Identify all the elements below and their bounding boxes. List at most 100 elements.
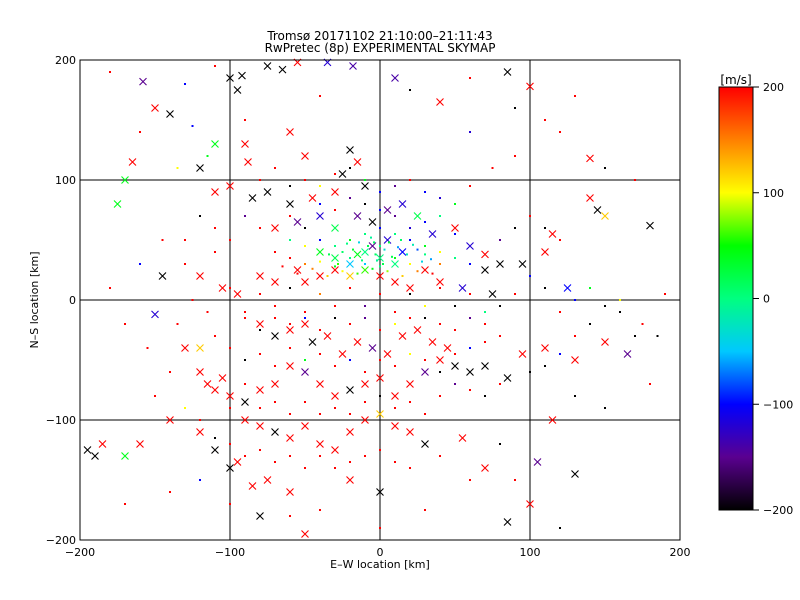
data-point-dot bbox=[304, 317, 306, 319]
data-point-dot bbox=[349, 167, 351, 169]
data-point-cross bbox=[218, 284, 227, 292]
data-point-dot bbox=[214, 227, 216, 229]
data-point-cross bbox=[238, 71, 246, 80]
data-point-dot bbox=[319, 455, 321, 457]
data-point-dot bbox=[469, 347, 471, 349]
data-point-dot bbox=[379, 209, 381, 211]
data-point-dot bbox=[409, 317, 411, 319]
data-point-dot bbox=[604, 167, 606, 169]
data-point-dot bbox=[499, 443, 501, 445]
data-point-dot bbox=[334, 365, 336, 367]
data-point-dot bbox=[326, 275, 329, 277]
data-point-dot bbox=[364, 455, 366, 457]
data-point-dot bbox=[341, 270, 344, 273]
data-point-cross bbox=[421, 266, 429, 274]
data-point-cross bbox=[421, 440, 429, 448]
data-point-cross bbox=[301, 368, 309, 376]
data-point-cross bbox=[308, 338, 317, 346]
data-point-dot bbox=[514, 293, 516, 295]
data-point-dot bbox=[424, 413, 426, 415]
data-point-dot bbox=[364, 203, 366, 205]
data-point-cross bbox=[443, 344, 452, 352]
data-point-dot bbox=[439, 287, 441, 289]
data-point-dot bbox=[379, 293, 381, 295]
y-tick-label: −200 bbox=[46, 534, 76, 547]
data-point-dot bbox=[656, 335, 659, 337]
data-point-cross bbox=[586, 154, 594, 163]
data-point-cross bbox=[241, 140, 249, 148]
data-point-cross bbox=[211, 446, 219, 454]
data-point-dot bbox=[499, 383, 501, 385]
data-point-cross bbox=[338, 170, 347, 178]
data-point-dot bbox=[604, 305, 606, 307]
data-point-dot bbox=[214, 65, 216, 67]
data-point-dot bbox=[514, 479, 516, 481]
data-point-dot bbox=[334, 317, 336, 319]
data-point-dot bbox=[304, 245, 306, 247]
data-point-dot bbox=[394, 215, 396, 217]
data-point-cross bbox=[376, 374, 384, 382]
data-point-dot bbox=[469, 131, 471, 133]
data-point-cross bbox=[481, 266, 489, 274]
data-point-cross bbox=[83, 446, 92, 454]
data-point-dot bbox=[409, 239, 411, 241]
data-point-dot bbox=[469, 317, 471, 319]
data-point-dot bbox=[214, 335, 216, 337]
data-point-dot bbox=[319, 95, 321, 97]
data-point-dot bbox=[337, 263, 339, 265]
data-point-dot bbox=[349, 239, 351, 241]
data-point-cross bbox=[346, 476, 354, 484]
data-point-dot bbox=[394, 311, 396, 313]
data-point-dot bbox=[289, 323, 291, 325]
data-point-dot bbox=[649, 383, 651, 385]
data-point-dot bbox=[356, 272, 359, 275]
data-point-dot bbox=[161, 239, 164, 241]
data-point-cross bbox=[436, 278, 444, 286]
data-point-dot bbox=[529, 371, 531, 373]
data-point-dot bbox=[430, 258, 432, 261]
data-point-dot bbox=[388, 241, 390, 244]
data-point-dot bbox=[394, 365, 396, 367]
data-point-cross bbox=[113, 200, 122, 208]
data-point-cross bbox=[263, 188, 272, 196]
data-point-dot bbox=[379, 449, 381, 451]
data-point-cross bbox=[226, 392, 234, 400]
data-point-cross bbox=[316, 440, 324, 448]
data-point-cross bbox=[196, 344, 204, 352]
data-point-dot bbox=[424, 221, 426, 223]
data-point-dot bbox=[176, 323, 179, 325]
colorbar-tick-label: 0 bbox=[763, 293, 770, 306]
data-point-cross bbox=[548, 230, 557, 238]
data-point-cross bbox=[391, 392, 399, 400]
data-point-cross bbox=[271, 428, 279, 436]
data-point-dot bbox=[244, 119, 246, 121]
x-tick-label: −200 bbox=[65, 546, 95, 559]
data-point-dot bbox=[409, 401, 411, 403]
data-point-cross bbox=[571, 470, 579, 478]
x-tick-label: 200 bbox=[670, 546, 691, 559]
data-point-dot bbox=[394, 461, 396, 463]
data-point-cross bbox=[91, 452, 99, 460]
data-point-dot bbox=[334, 265, 336, 268]
data-point-cross bbox=[503, 374, 512, 382]
data-point-cross bbox=[466, 368, 474, 376]
data-point-dot bbox=[229, 347, 231, 349]
data-point-dot bbox=[559, 239, 561, 241]
data-point-dot bbox=[409, 89, 411, 91]
data-point-dot bbox=[334, 467, 336, 469]
colorbar bbox=[718, 86, 754, 511]
data-point-dot bbox=[409, 179, 411, 181]
colorbar-label: [m/s] bbox=[720, 73, 751, 87]
data-point-cross bbox=[211, 140, 219, 148]
data-point-dot bbox=[176, 167, 179, 169]
colorbar-tick-label: −100 bbox=[763, 398, 793, 411]
data-point-dot bbox=[424, 317, 426, 319]
data-point-dot bbox=[304, 467, 306, 469]
data-point-cross bbox=[346, 386, 354, 394]
data-point-cross bbox=[548, 416, 557, 424]
data-point-dot bbox=[379, 329, 381, 331]
data-point-dot bbox=[304, 263, 306, 265]
data-point-dot bbox=[514, 107, 516, 109]
data-point-dot bbox=[469, 293, 471, 295]
data-point-dot bbox=[364, 317, 366, 319]
